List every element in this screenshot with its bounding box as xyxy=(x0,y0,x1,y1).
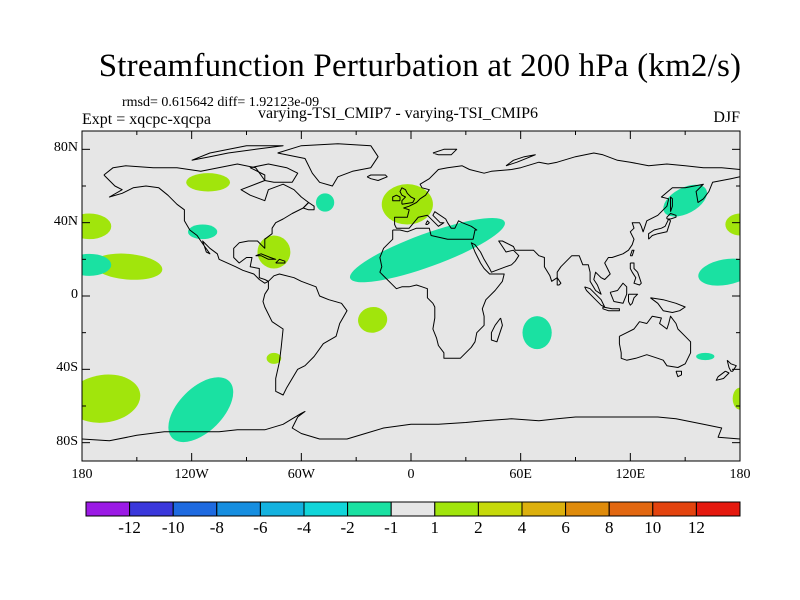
colorbar-label: 8 xyxy=(604,518,614,537)
anomaly-atlantic-n-neg xyxy=(315,193,335,212)
anomaly-south-america-pos xyxy=(266,352,282,364)
coastline-sakhalin xyxy=(670,196,673,212)
colorbar-bin xyxy=(608,501,654,517)
colorbar-bin xyxy=(85,501,131,517)
anomaly-west-pacific-neg xyxy=(698,258,740,286)
x-tick-label: 120W xyxy=(174,467,209,482)
coastline-new-zealand-s xyxy=(715,370,730,381)
colorbar-label: -1 xyxy=(384,518,399,537)
y-tick-label: 0 xyxy=(71,287,78,302)
colorbar-label: -12 xyxy=(118,518,141,537)
experiment-subtitle: varying-TSI_CMIP7 - varying-TSI_CMIP6 xyxy=(258,105,538,122)
anomaly-east-edge-pos xyxy=(725,213,740,236)
y-tick-label: 80N xyxy=(53,140,78,156)
coastline-new-zealand-n xyxy=(726,359,737,372)
coastline-cuba xyxy=(255,253,277,260)
anomaly-east-edge-pos-south xyxy=(732,387,740,410)
colorbar-bin xyxy=(695,501,741,517)
coastline-south-america xyxy=(262,273,348,396)
colorbar-bin xyxy=(521,501,567,517)
coastline-antarctica xyxy=(82,411,740,442)
anomaly-indian-ocean-neg xyxy=(522,316,552,350)
anomaly-australia-east-neg xyxy=(696,352,715,361)
colorbar-label: 6 xyxy=(561,518,570,537)
coastline-taiwan xyxy=(629,249,635,257)
coastline-australia xyxy=(618,315,692,368)
colorbar-bin xyxy=(390,501,436,517)
coastline-sumatra xyxy=(584,286,606,308)
colorbar-label: -6 xyxy=(253,518,268,537)
colorbar-bin xyxy=(434,501,479,517)
coastline-hispaniola xyxy=(275,258,286,264)
axis-ticks xyxy=(81,131,741,461)
plot-title: Streamfunction Perturbation at 200 hPa (… xyxy=(98,48,742,84)
colorbar-label: -10 xyxy=(161,518,185,537)
coastline-hokkaido xyxy=(666,213,677,220)
colorbar-bin xyxy=(216,501,261,517)
x-tick-label: 60E xyxy=(509,467,532,482)
coastline-java xyxy=(602,306,620,312)
colorbar-label: -8 xyxy=(209,518,224,537)
coastline-sri-lanka xyxy=(556,277,562,286)
x-tick-label: 120E xyxy=(615,467,646,482)
anomaly-europe-pos xyxy=(381,184,433,225)
anomaly-canada-pos xyxy=(186,173,231,192)
coastline-layer xyxy=(82,143,740,442)
rmsd-stats: rmsd= 0.615642 diff= 1.92123e-09 xyxy=(122,95,320,110)
coastline-sulawesi xyxy=(628,293,639,306)
coastline-tasmania xyxy=(675,370,682,378)
coastline-iceland xyxy=(366,174,388,181)
anomaly-pacific-n-tropical-pos xyxy=(93,253,163,280)
colorbar-bin xyxy=(477,501,523,517)
coastline-uk xyxy=(399,187,416,205)
x-tick-label: 180 xyxy=(729,467,751,482)
colorbar-label: 4 xyxy=(517,518,527,537)
colorbar-bin xyxy=(347,501,392,517)
coastline-ireland xyxy=(392,194,401,202)
anomaly-west-edge-neg xyxy=(82,253,112,276)
anomaly-south-pacific-neg xyxy=(168,377,234,443)
colorbar-label: 10 xyxy=(644,518,662,537)
colorbar-label: -2 xyxy=(340,518,355,537)
colorbar-bin xyxy=(129,501,174,517)
colorbar-label: 12 xyxy=(687,518,705,537)
y-tick-label: 40N xyxy=(53,213,78,229)
coastline-borneo xyxy=(609,282,628,304)
coastline-afro-eurasia xyxy=(379,152,740,359)
colorbar-label: -4 xyxy=(296,518,312,537)
x-tick-label: 60W xyxy=(287,467,315,482)
colorbar-bin xyxy=(172,501,218,517)
experiment-label: Expt = xqcpc-xqcpa xyxy=(82,111,211,128)
colorbar xyxy=(85,501,741,517)
anomaly-se-pacific-pos xyxy=(82,374,141,423)
coastline-baffin xyxy=(249,163,299,183)
colorbar-bin xyxy=(565,501,610,517)
anomaly-west-edge-pos xyxy=(82,213,112,240)
anomaly-us-east-neg xyxy=(188,224,218,240)
coastline-north-america xyxy=(103,163,310,284)
season-label: DJF xyxy=(713,109,740,126)
anomaly-caribbean-pos xyxy=(257,235,291,269)
coastline-greenland xyxy=(277,143,379,187)
coastline-novaya-zemlya xyxy=(505,154,536,167)
coastline-philippines xyxy=(629,262,642,286)
coastline-sardinia-sicily xyxy=(425,220,430,225)
colorbar-bin xyxy=(652,501,697,517)
coastline-svalbard xyxy=(432,148,458,156)
x-tick-label: 180 xyxy=(71,467,93,482)
coastline-madagascar xyxy=(490,317,503,343)
anomaly-atlantic-africa-asia-band-neg xyxy=(349,218,505,283)
colorbar-label: 1 xyxy=(430,518,440,537)
y-tick-label: 40S xyxy=(56,360,78,376)
coastline-arctic-islands xyxy=(191,145,284,161)
y-tick-label: 80S xyxy=(56,433,78,449)
coastline-new-guinea xyxy=(650,297,686,313)
anomaly-south-atlantic-pos xyxy=(358,306,388,333)
colorbar-bin xyxy=(259,501,305,517)
coastline-newfoundland xyxy=(302,202,315,211)
x-tick-label: 0 xyxy=(407,467,415,482)
colorbar-label: 2 xyxy=(474,518,483,537)
colorbar-bin xyxy=(303,501,349,517)
